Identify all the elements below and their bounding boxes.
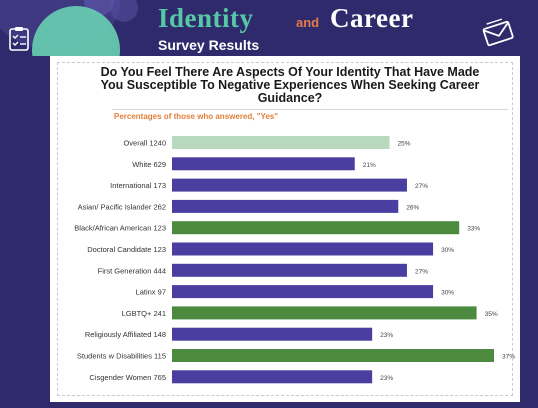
bar (172, 242, 434, 256)
divider (112, 109, 508, 110)
chart-panel-border (57, 62, 513, 396)
clipboard-checklist-icon (6, 26, 32, 52)
category-label: Doctoral Candidate 123 (87, 245, 166, 254)
chart-subtitle: Percentages of those who answered, "Yes" (114, 112, 279, 121)
bar (172, 370, 373, 384)
category-label: Cisgender Women 765 (89, 373, 166, 382)
title-and: and (296, 15, 320, 30)
category-label: International 173 (110, 181, 166, 190)
value-label: 33% (467, 226, 480, 233)
value-label: 30% (441, 247, 454, 254)
bar (172, 306, 477, 320)
value-label: 23% (380, 375, 393, 382)
chart-title: Do You Feel There Are Aspects Of Your Id… (100, 65, 480, 105)
category-label: First Generation 444 (98, 266, 166, 275)
bar (172, 178, 407, 192)
title-survey-results: Survey Results (158, 37, 260, 53)
value-label: 23% (380, 332, 393, 339)
title-identity: Identity (158, 3, 254, 33)
bar (172, 199, 399, 213)
category-label: White 629 (132, 160, 166, 169)
bar (172, 221, 460, 235)
decorative-bubble (110, 0, 138, 22)
category-label: Religiously Affiliated 148 (85, 330, 166, 339)
category-label: Black/African American 123 (74, 224, 166, 233)
value-label: 21% (363, 162, 376, 169)
value-label: 30% (441, 290, 454, 297)
bar (172, 136, 390, 149)
title-career: Career (330, 3, 414, 33)
value-label: 35% (485, 311, 498, 318)
envelope-icon (480, 16, 516, 50)
value-label: 37% (502, 354, 515, 361)
value-label: 27% (415, 183, 428, 190)
bar (172, 349, 494, 362)
value-label: 25% (398, 141, 411, 148)
value-label: 27% (415, 268, 428, 275)
bar (172, 157, 355, 171)
page-title: Identity and Career Survey Results (158, 3, 458, 55)
category-label: LGBTQ+ 241 (122, 309, 166, 318)
bar (172, 285, 434, 299)
category-label: Latinx 97 (136, 288, 166, 297)
header: Identity and Career Survey Results (0, 0, 538, 56)
category-label: Asian/ Pacific Islander 262 (78, 202, 166, 211)
category-label: Students w Disabilities 115 (77, 352, 166, 361)
category-label: Overall 1240 (123, 139, 166, 148)
bar (172, 327, 373, 341)
value-label: 26% (406, 204, 419, 211)
bar (172, 263, 407, 277)
